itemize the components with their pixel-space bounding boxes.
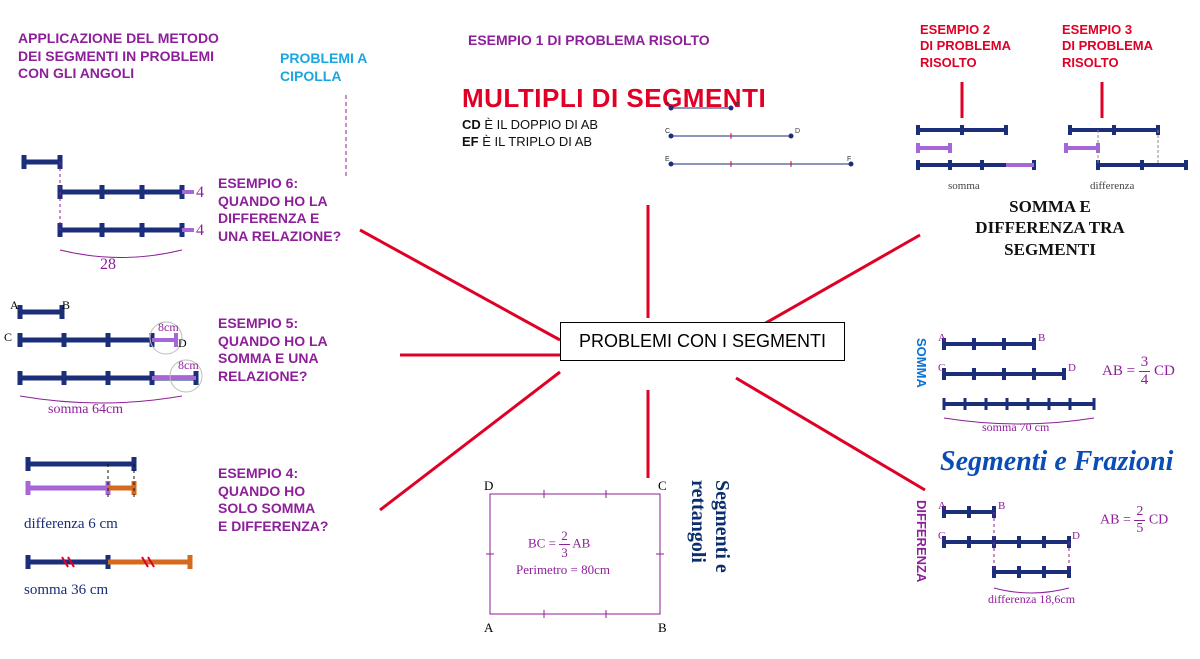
diag6-svg bbox=[14, 150, 204, 270]
fraz-D1: D bbox=[1068, 362, 1076, 374]
diag5-D: D bbox=[178, 336, 187, 351]
top-left-title: APPLICAZIONE DEL METODO DEI SEGMENTI IN … bbox=[18, 30, 219, 83]
rect-title: Segmenti e rettangoli bbox=[686, 480, 734, 659]
multipli-segments: A B C D E F bbox=[665, 102, 855, 182]
svg-text:A: A bbox=[665, 102, 670, 107]
problemi-cipolla: PROBLEMI A CIPOLLA bbox=[280, 50, 367, 85]
diag5-8a: 8cm bbox=[158, 320, 179, 335]
esempio4-title: ESEMPIO 4: QUANDO HO SOLO SOMMA E DIFFER… bbox=[218, 465, 328, 535]
fraz-diff-cap: differenza 18,6cm bbox=[988, 592, 1075, 607]
rect-perim: Perimetro = 80cm bbox=[516, 562, 610, 578]
diag5-B: B bbox=[62, 298, 70, 313]
svg-text:C: C bbox=[665, 128, 670, 135]
central-node-text: PROBLEMI CON I SEGMENTI bbox=[579, 331, 826, 351]
fraz-B1: B bbox=[1038, 332, 1045, 344]
somma-caption: somma bbox=[948, 180, 980, 192]
svg-text:F: F bbox=[847, 156, 851, 163]
fraz-eq-somma: AB = 34 CD bbox=[1102, 354, 1175, 389]
multipli-cd: CD bbox=[462, 117, 481, 132]
fraz-B2: B bbox=[998, 500, 1005, 512]
diff-vert: DIFFERENZA bbox=[914, 500, 929, 582]
multipli-ef: EF bbox=[462, 134, 479, 149]
fraz-somma-svg bbox=[934, 330, 1104, 430]
diag4-sum: somma 36 cm bbox=[24, 582, 108, 599]
esempio6-title: ESEMPIO 6: QUANDO HO LA DIFFERENZA E UNA… bbox=[218, 175, 341, 245]
diag5-sum: somma 64cm bbox=[48, 402, 123, 418]
diag6-sum: 28 bbox=[100, 256, 116, 274]
diag6-n2: 4 bbox=[196, 222, 204, 240]
diag5-8b: 8cm bbox=[178, 358, 199, 373]
somma-diff-title: SOMMA E DIFFERENZA TRA SEGMENTI bbox=[940, 196, 1160, 260]
rect-A: A bbox=[484, 620, 493, 636]
diag6-n1: 4 bbox=[196, 184, 204, 202]
svg-text:D: D bbox=[795, 128, 800, 135]
differenza-caption: differenza bbox=[1090, 180, 1134, 192]
esempio3-title: ESEMPIO 3 DI PROBLEMA RISOLTO bbox=[1062, 22, 1153, 71]
fraz-C2: C bbox=[938, 530, 945, 542]
central-node: PROBLEMI CON I SEGMENTI bbox=[560, 322, 845, 361]
rect-B: B bbox=[658, 620, 667, 636]
esempio1-title: ESEMPIO 1 DI PROBLEMA RISOLTO bbox=[468, 32, 710, 50]
fraz-A1: A bbox=[938, 332, 946, 344]
diag5-A: A bbox=[10, 298, 19, 313]
rect-C: C bbox=[658, 478, 667, 494]
diag5-C: C bbox=[4, 330, 12, 345]
fraz-C1: C bbox=[938, 362, 945, 374]
diag4-diff: differenza 6 cm bbox=[24, 516, 118, 533]
fraz-sum-cap: somma 70 cm bbox=[982, 420, 1049, 435]
svg-text:E: E bbox=[665, 156, 670, 163]
fraz-title: Segmenti e Frazioni bbox=[940, 446, 1173, 478]
rect-eq: BC = 23 AB bbox=[528, 528, 590, 561]
diag5-svg bbox=[6, 296, 206, 416]
rect-D: D bbox=[484, 478, 493, 494]
fraz-D2: D bbox=[1072, 530, 1080, 542]
fraz-eq-diff: AB = 25 CD bbox=[1100, 504, 1168, 537]
esempio5-title: ESEMPIO 5: QUANDO HO LA SOMMA E UNA RELA… bbox=[218, 315, 328, 385]
somma-vert: SOMMA bbox=[914, 338, 929, 388]
svg-text:B: B bbox=[735, 102, 740, 107]
fraz-A2: A bbox=[938, 500, 946, 512]
esempio2-title: ESEMPIO 2 DI PROBLEMA RISOLTO bbox=[920, 22, 1011, 71]
